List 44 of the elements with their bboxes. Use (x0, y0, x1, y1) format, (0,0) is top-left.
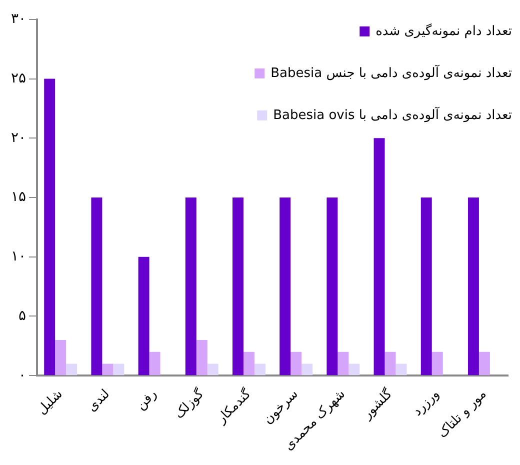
y-tick-label: ۱۵ (10, 189, 26, 206)
bar (468, 198, 479, 376)
bar (374, 138, 385, 376)
bar (138, 256, 150, 376)
y-tick-label: ۳۰ (10, 11, 26, 28)
y-tick-label: ۵ (18, 308, 26, 324)
legend-label: تعداد دام نمونه‌گیری شده (376, 22, 512, 39)
bar (185, 198, 196, 376)
legend-label: تعداد نمونه‌ی آلوده‌ی دامی با Babesia ovis (273, 106, 512, 123)
bar (196, 340, 208, 376)
y-tick-label: ۲۵ (10, 70, 26, 86)
y-tick-label: ۱۰ (10, 248, 26, 265)
x-tick-label: گندمکار (212, 385, 255, 428)
bar (280, 198, 291, 376)
x-tick-label: ورزرد (410, 386, 443, 420)
x-tick-label: شلیل (34, 386, 66, 418)
bar (66, 364, 78, 376)
bar (243, 352, 254, 376)
bar (396, 364, 407, 376)
bar (338, 352, 349, 376)
bar (102, 364, 114, 376)
bar (149, 352, 160, 376)
bar (302, 364, 313, 376)
x-tick-label: رفن (134, 386, 160, 414)
bar (44, 78, 56, 376)
bar (478, 352, 490, 376)
bar (55, 340, 66, 376)
bar (384, 352, 396, 376)
x-tick-label: گوزلک (171, 385, 208, 422)
bar (113, 364, 124, 376)
x-tick-label: گلشور (358, 385, 396, 423)
bar (326, 198, 338, 376)
bar (432, 352, 443, 376)
x-tick-label: لندی (84, 386, 113, 415)
y-tick-label: ۲۰ (10, 130, 26, 146)
bar (254, 364, 266, 376)
bar (290, 352, 302, 376)
bar (91, 198, 102, 376)
legend-label: تعداد نمونه‌ی آلوده‌ی دامی با جنس Babesia (270, 64, 512, 81)
bar (232, 198, 244, 376)
bar (348, 364, 360, 376)
bar (207, 364, 218, 376)
y-tick-label: ۰ (18, 367, 26, 384)
bar (420, 198, 432, 376)
